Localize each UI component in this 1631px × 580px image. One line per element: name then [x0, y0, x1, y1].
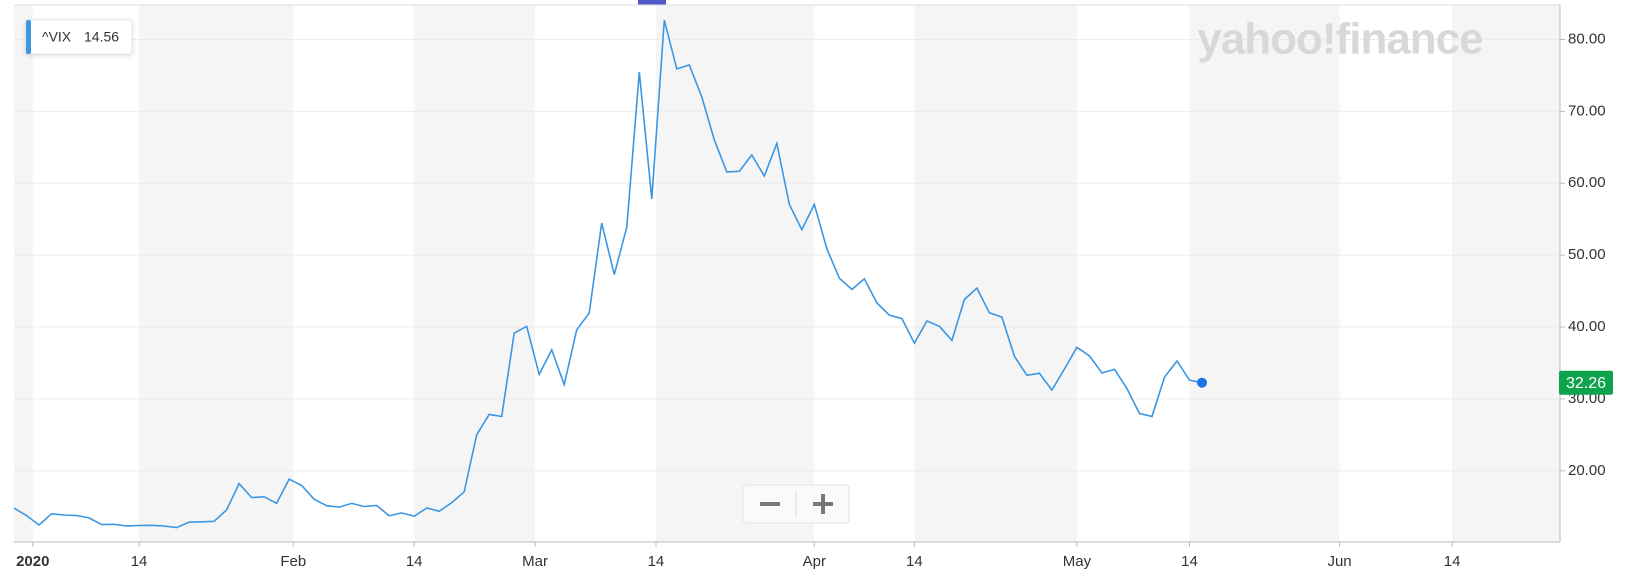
top-marker [638, 0, 666, 5]
y-tick-label: 20.00 [1568, 462, 1606, 479]
x-tick-label: Jun [1327, 553, 1351, 570]
x-tick-label: 14 [648, 553, 665, 570]
y-tick-label: 80.00 [1568, 30, 1606, 47]
band [1452, 5, 1560, 542]
band [1189, 5, 1340, 542]
legend: ^VIX 14.56 [25, 19, 133, 55]
price-tag [1559, 370, 1613, 395]
y-tick-label: 40.00 [1568, 318, 1606, 335]
price-tag-label: 32.26 [1566, 375, 1606, 392]
band [914, 5, 1077, 542]
legend-name: ^VIX [42, 29, 72, 45]
y-tick-label: 70.00 [1568, 102, 1606, 119]
band [14, 5, 33, 542]
background [14, 5, 1560, 542]
watermark: yahoo!finance [1197, 15, 1482, 64]
x-tick-label: 14 [1181, 553, 1198, 570]
x-tick-label: 14 [906, 553, 923, 570]
y-tick-label: 50.00 [1568, 246, 1606, 263]
legend-value: 14.56 [84, 29, 119, 45]
line [13, 20, 1203, 529]
zoom-controls [742, 484, 850, 524]
x-tick-label: May [1063, 553, 1092, 570]
x-tick-label: 14 [1444, 553, 1461, 570]
x-tick-label: Mar [522, 553, 548, 570]
band [655, 5, 815, 542]
band [414, 5, 536, 542]
zoom-in[interactable] [813, 494, 833, 514]
legend-swatch [26, 20, 31, 54]
y-tick-label: 60.00 [1568, 174, 1606, 191]
x-tick-label: 14 [406, 553, 423, 570]
zoom-out[interactable] [760, 502, 780, 506]
x-tick-label: Apr [803, 553, 826, 570]
band [139, 5, 294, 542]
last-point [1197, 377, 1207, 388]
x-tick-label: 2020 [16, 553, 49, 570]
x-tick-label: 14 [131, 553, 148, 570]
x-tick-label: Feb [280, 553, 306, 570]
